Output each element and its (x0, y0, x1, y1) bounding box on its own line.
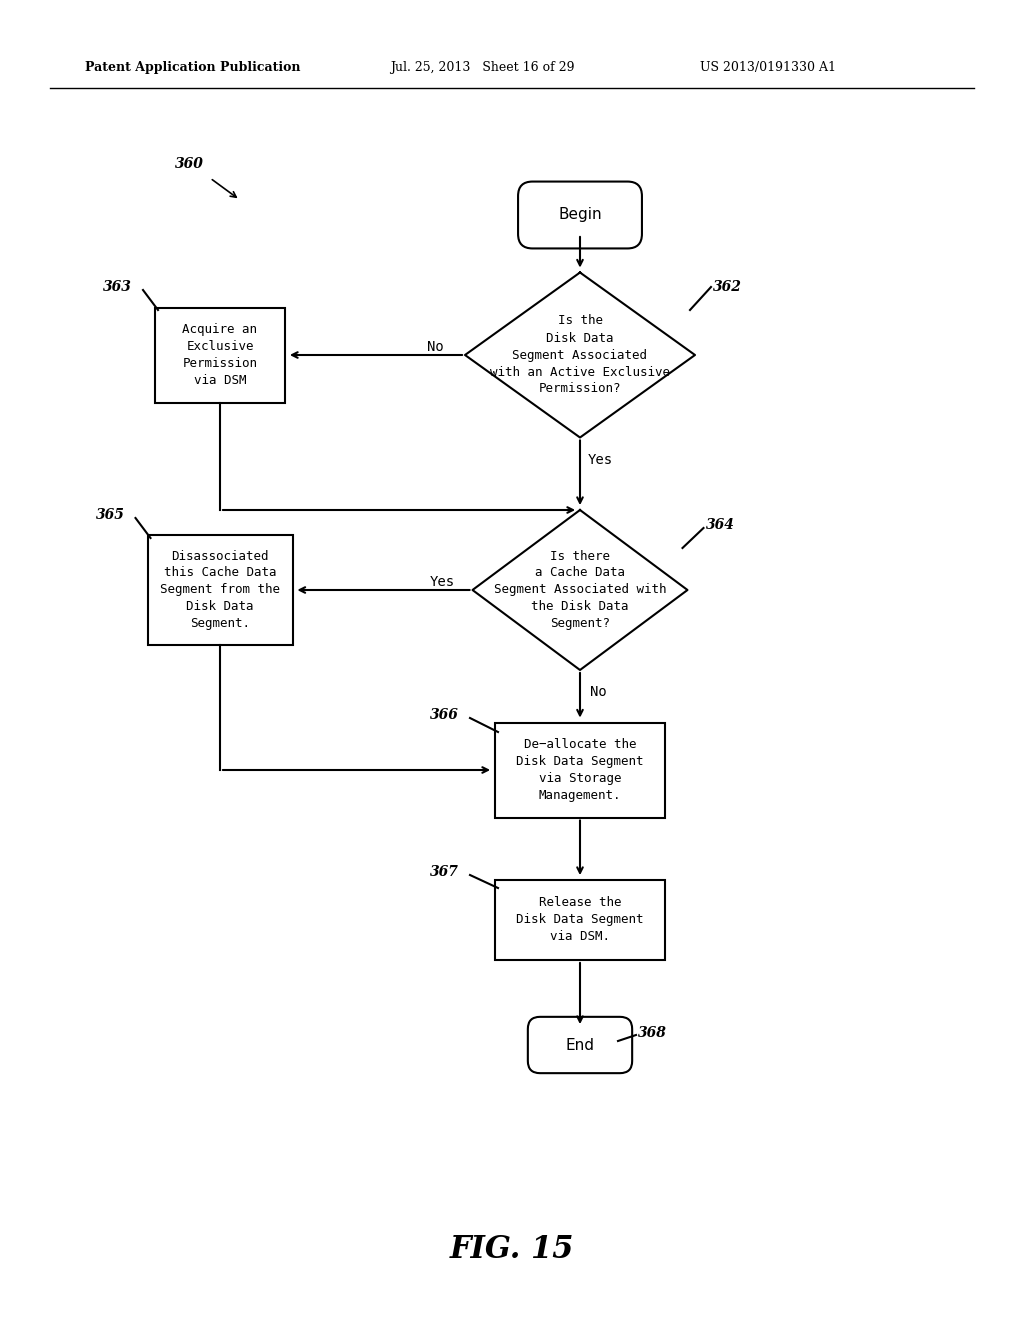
Text: 362: 362 (713, 280, 741, 294)
Bar (495, 880, 665, 960)
Bar (155, 308, 285, 403)
Bar (147, 535, 293, 645)
Text: 363: 363 (103, 280, 132, 294)
Text: 368: 368 (638, 1026, 667, 1040)
Text: FIG. 15: FIG. 15 (450, 1234, 574, 1266)
Text: Disassociated
this Cache Data
Segment from the
Disk Data
Segment.: Disassociated this Cache Data Segment fr… (160, 549, 280, 631)
Text: 366: 366 (430, 708, 459, 722)
Text: No: No (590, 685, 606, 700)
Text: Yes: Yes (430, 576, 455, 589)
FancyBboxPatch shape (518, 182, 642, 248)
Text: 367: 367 (430, 865, 459, 879)
Bar (495, 722, 665, 817)
Text: Acquire an
Exclusive
Permission
via DSM: Acquire an Exclusive Permission via DSM (182, 323, 257, 387)
Text: 364: 364 (706, 517, 734, 532)
Text: 360: 360 (175, 157, 204, 172)
Text: Jul. 25, 2013   Sheet 16 of 29: Jul. 25, 2013 Sheet 16 of 29 (390, 62, 574, 74)
Text: 365: 365 (95, 508, 124, 521)
Text: Release the
Disk Data Segment
via DSM.: Release the Disk Data Segment via DSM. (516, 896, 644, 944)
Text: Is there
a Cache Data
Segment Associated with
the Disk Data
Segment?: Is there a Cache Data Segment Associated… (494, 549, 667, 631)
Text: US 2013/0191330 A1: US 2013/0191330 A1 (700, 62, 836, 74)
FancyBboxPatch shape (527, 1016, 632, 1073)
Text: No: No (427, 341, 443, 354)
Polygon shape (465, 272, 695, 437)
Text: End: End (565, 1038, 595, 1052)
Polygon shape (472, 510, 687, 671)
Text: Begin: Begin (558, 207, 602, 223)
Text: Yes: Yes (588, 453, 612, 466)
Text: Is the
Disk Data
Segment Associated
with an Active Exclusive
Permission?: Is the Disk Data Segment Associated with… (490, 314, 670, 396)
Text: Patent Application Publication: Patent Application Publication (85, 62, 300, 74)
Text: De−allocate the
Disk Data Segment
via Storage
Management.: De−allocate the Disk Data Segment via St… (516, 738, 644, 803)
